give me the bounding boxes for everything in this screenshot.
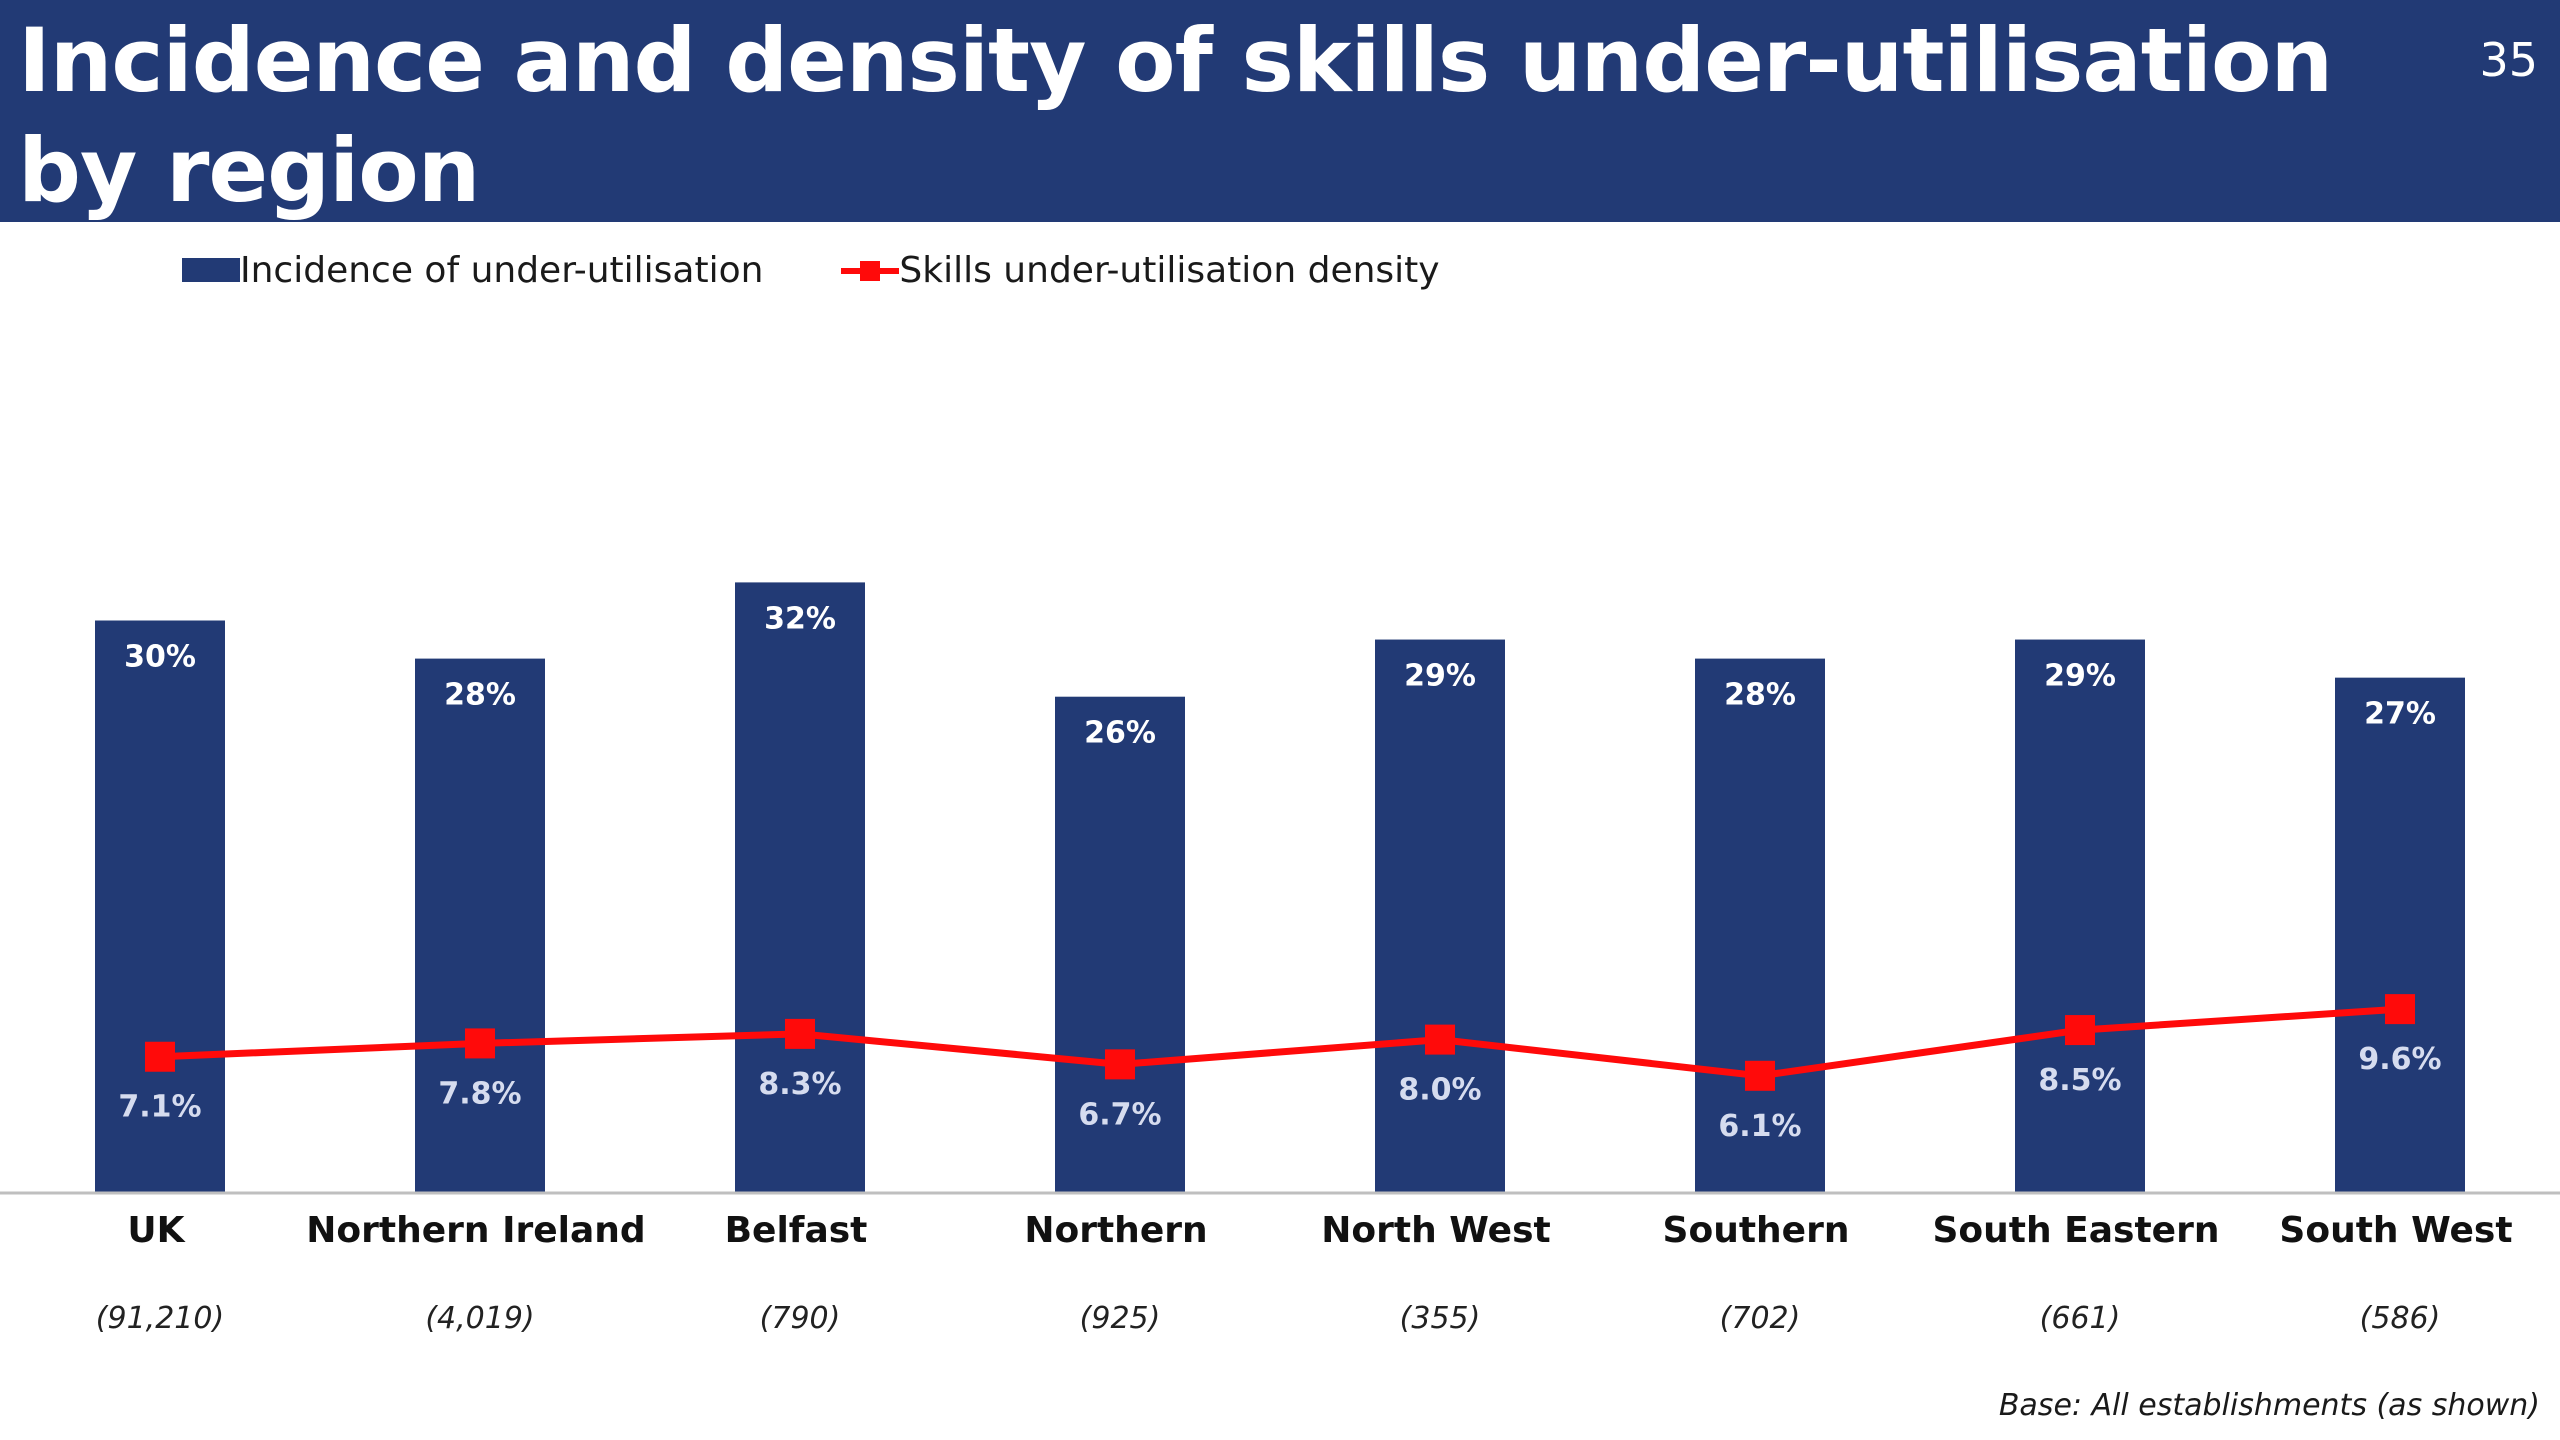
header-bar: Incidence and density of skills under-ut… — [0, 0, 2560, 222]
base-size-label: (4,019) — [425, 1301, 534, 1336]
density-value-label: 7.8% — [438, 1076, 521, 1111]
density-marker — [1425, 1024, 1455, 1055]
bar-value-label: 27% — [2364, 697, 2436, 732]
density-value-label: 7.1% — [118, 1090, 201, 1125]
bar-value-label: 30% — [124, 640, 196, 675]
page-title: Incidence and density of skills under-ut… — [18, 9, 2333, 222]
density-marker — [2385, 994, 2415, 1025]
category-label: North West — [1321, 1210, 1550, 1251]
legend-item-incidence: Incidence of under-utilisation — [182, 250, 763, 291]
category-label: Northern — [1024, 1210, 1207, 1251]
density-marker — [1745, 1060, 1775, 1091]
bar — [1695, 658, 1825, 1192]
legend-density-label: Skills under-utilisation density — [899, 249, 1440, 291]
bar — [735, 582, 865, 1192]
bar-value-label: 29% — [1404, 659, 1476, 694]
legend-line-swatch — [841, 258, 900, 282]
density-marker — [1105, 1049, 1135, 1080]
page-number: 35 — [2479, 33, 2538, 87]
base-size-label: (661) — [2040, 1301, 2121, 1336]
category-label: Northern Ireland — [306, 1210, 645, 1251]
category-label: South West — [2279, 1210, 2512, 1251]
bar-value-label: 28% — [444, 678, 516, 713]
base-size-label: (702) — [1720, 1301, 1801, 1336]
base-size-label: (925) — [1080, 1301, 1161, 1336]
category-label: Southern — [1663, 1210, 1850, 1251]
chart-legend: Incidence of under-utilisation Skills un… — [182, 240, 1440, 300]
legend-bar-swatch — [182, 258, 240, 282]
density-marker — [2065, 1015, 2095, 1046]
density-marker — [785, 1018, 815, 1049]
density-line — [159, 1005, 2401, 1080]
base-size-label: (91,210) — [96, 1301, 224, 1336]
bar — [2015, 639, 2145, 1192]
bar-value-label: 28% — [1724, 678, 1796, 713]
category-label: Belfast — [725, 1210, 868, 1251]
legend-item-density: Skills under-utilisation density — [763, 249, 1440, 291]
bar-value-label: 26% — [1084, 716, 1156, 751]
category-label: South Eastern — [1933, 1210, 2220, 1251]
base-footnote: Base: All establishments (as shown) — [1998, 1388, 2540, 1423]
base-size-label: (790) — [760, 1301, 841, 1336]
density-value-label: 8.3% — [758, 1067, 841, 1102]
density-marker — [465, 1028, 495, 1059]
density-marker — [145, 1041, 175, 1072]
category-label: UK — [127, 1210, 185, 1251]
bar — [2335, 677, 2465, 1192]
base-size-label: (355) — [1400, 1301, 1481, 1336]
bar — [95, 620, 225, 1192]
bar — [415, 658, 545, 1192]
density-value-label: 6.1% — [1718, 1109, 1801, 1144]
density-value-label: 6.7% — [1078, 1097, 1161, 1132]
density-value-label: 8.0% — [1398, 1073, 1481, 1108]
bar — [1375, 639, 1505, 1192]
bar-value-label: 29% — [2044, 659, 2116, 694]
bar-value-label: 32% — [764, 601, 836, 636]
bar — [1055, 696, 1185, 1192]
legend-incidence-label: Incidence of under-utilisation — [240, 249, 764, 291]
density-value-label: 8.5% — [2038, 1063, 2121, 1098]
density-value-label: 9.6% — [2358, 1042, 2441, 1077]
base-size-label: (586) — [2360, 1301, 2441, 1336]
